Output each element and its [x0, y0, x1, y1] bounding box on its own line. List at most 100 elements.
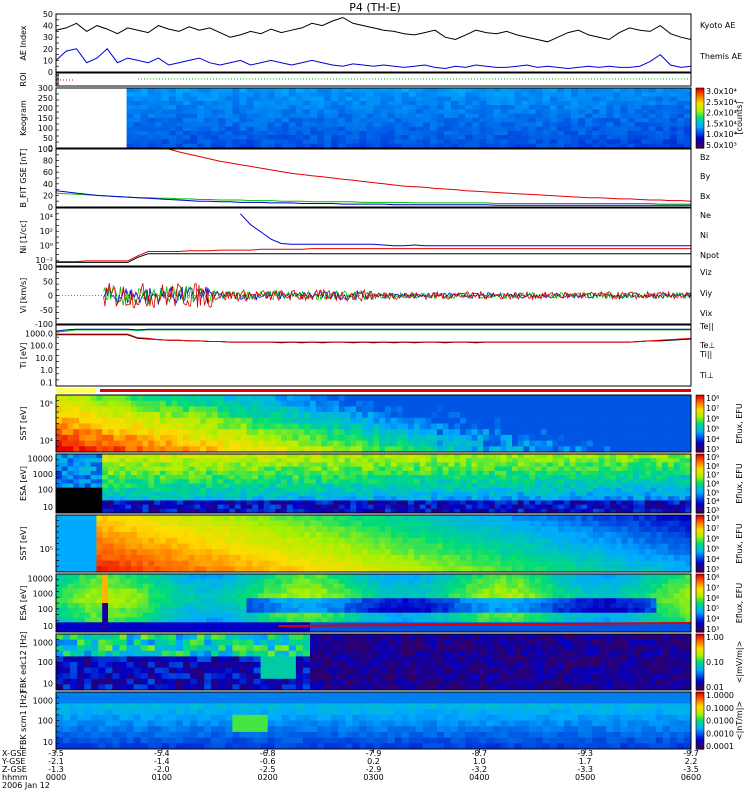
xaxis-value: -5.4: [154, 749, 170, 758]
xaxis-value: 0400: [469, 773, 489, 782]
esa_i-ytick: 100: [38, 605, 53, 614]
xaxis-value: 0200: [257, 773, 277, 782]
bfield-legend: Bz: [700, 153, 710, 162]
bfield-ylabel: B_FIT GSE [nT]: [19, 149, 28, 208]
density-frame: [55, 207, 692, 267]
esa_e-colorbar-tick: 10⁴: [706, 497, 719, 506]
esa_i-colorbar-tick: 10⁷: [706, 583, 719, 592]
fbk_e-colorbar-tick: 1.00: [706, 633, 724, 642]
bfield-legend: Bx: [700, 192, 710, 201]
sst_e-colorbar-tick: 10⁸: [706, 394, 719, 403]
keogram-colorbar-tick: 2.5x10⁴: [706, 98, 737, 107]
xaxis-value: -0.6: [260, 757, 276, 766]
fbk_e-ytick: 10: [43, 679, 53, 688]
ae-ytick: 0: [48, 68, 53, 77]
xaxis-value: -9.3: [577, 749, 593, 758]
esa_e-colorbar-tick: 10⁵: [706, 488, 719, 497]
temperature-ytick: 1.0: [40, 366, 53, 375]
bfield-ytick: 20: [43, 191, 53, 200]
esa_e-colorbar: [695, 453, 705, 514]
xaxis-row-label: hhmm: [2, 773, 28, 782]
density-series-ni: [56, 253, 691, 263]
sst_e-colorbar-tick: 10³: [706, 445, 719, 454]
esa_e-colorbar-tick: 10⁶: [706, 480, 719, 489]
sst_e-colorbar-tick: 10⁵: [706, 425, 719, 434]
keogram-colorbar-tick: 1.0x10⁴: [706, 130, 737, 139]
xaxis-value: -2.1: [48, 757, 64, 766]
keogram-ytick: 50: [43, 134, 53, 143]
bfield-ytick: 80: [43, 157, 53, 166]
keogram-ytick: 300: [38, 84, 53, 93]
keogram-colorbar-tick: 5.0x10³: [706, 141, 737, 150]
fbk_e-spectrogram: [56, 634, 691, 690]
fbk_e-ytick: 100: [38, 658, 53, 667]
keogram-colorbar-label: [counts]: [735, 102, 744, 135]
xaxis-value: 0300: [363, 773, 383, 782]
sst_i-spectrogram: [56, 515, 691, 572]
density-legend: Npot: [700, 251, 719, 260]
bfield-series-by: [55, 192, 691, 205]
density-series-npot: [240, 213, 691, 247]
density-ytick: 10⁴: [40, 213, 53, 222]
esa_e-colorbar-tick: 10³: [706, 506, 719, 515]
temperature-frame: [55, 324, 692, 387]
keogram-spectrogram: [56, 88, 691, 148]
sst_e-ytick: 10⁵: [40, 400, 53, 409]
keogram-ytick: 100: [38, 124, 53, 133]
fbk_b-ytick: 10: [43, 738, 53, 747]
xaxis-value: -3.2: [472, 765, 488, 774]
esa_e-colorbar-tick: 10⁷: [706, 471, 719, 480]
ae-ylabel: AE Index: [19, 25, 28, 60]
temperature-legend: Te||: [699, 322, 714, 331]
bfield-series-bx: [55, 190, 691, 206]
esa_e-ytick: 1000: [33, 470, 53, 479]
esa_i-colorbar-tick: 10⁵: [706, 604, 719, 613]
keogram-ytick: 200: [38, 104, 53, 113]
velocity-legend: Viz: [700, 268, 712, 277]
keogram-ytick: 150: [38, 114, 53, 123]
velocity-ytick: 0: [48, 292, 53, 301]
fbk_e-ylabel: FBK edc12 [Hz]: [19, 631, 28, 692]
temperature-ytick: 100.0: [30, 342, 53, 351]
xaxis-value: -8.7: [472, 749, 488, 758]
sst_e-colorbar-tick: 10⁷: [706, 404, 719, 413]
sst_i-colorbar-tick: 10⁸: [706, 514, 719, 523]
sst_e-colorbar-tick: 10⁶: [706, 414, 719, 423]
xaxis-value: -1.4: [154, 757, 170, 766]
esa_i-colorbar-tick: 10⁴: [706, 615, 719, 624]
sst_e-colorbar-label: Eflux, EFU: [735, 403, 744, 444]
sst_e-ytick: 10⁴: [40, 437, 53, 446]
sst_e-ylabel: SST [eV]: [19, 406, 28, 440]
velocity-ylabel: Vi [km/s]: [19, 278, 28, 314]
sst_i-colorbar-tick: 10³: [706, 565, 719, 574]
esa_e-colorbar-label: Eflux, EFU: [735, 463, 744, 504]
keogram-colorbar-tick: 2.0x10⁴: [706, 109, 737, 118]
temperature-ylabel: Ti [eV]: [19, 342, 28, 369]
xaxis-value: -3.5: [683, 765, 699, 774]
fbk_b-ytick: 1000: [33, 697, 53, 706]
fbk_b-colorbar-tick: 0.0001: [706, 742, 734, 751]
bfield-ytick: 60: [43, 168, 53, 177]
velocity-series-viz: [103, 282, 691, 309]
sst_i-colorbar-tick: 10⁴: [706, 555, 719, 564]
xaxis-row-label: X-GSE: [2, 749, 27, 758]
sst_i-colorbar: [695, 514, 705, 573]
roi-ylabel: ROI: [19, 72, 28, 86]
sst_e-colorbar: [695, 394, 705, 453]
xaxis-value: 2.2: [685, 757, 698, 766]
xaxis-row-label: Z-GSE: [2, 765, 27, 774]
keogram-ylabel: Keogram: [19, 100, 28, 136]
ae-series-themis-ae: [55, 48, 692, 70]
esa_e-colorbar-tick: 10⁸: [706, 462, 719, 471]
esa_i-ytick: 10: [43, 622, 53, 631]
temperature-series: [56, 333, 691, 343]
ae-series-kyoto-ae: [55, 16, 692, 43]
xaxis-value: -6.8: [260, 749, 276, 758]
velocity-legend: Viy: [700, 289, 713, 298]
esa_i-colorbar-tick: 10⁸: [706, 573, 719, 582]
density-legend: Ne: [700, 211, 711, 220]
xaxis-value: 0100: [152, 773, 172, 782]
xaxis-value: -7.9: [366, 749, 382, 758]
roi-frame: [55, 72, 692, 87]
